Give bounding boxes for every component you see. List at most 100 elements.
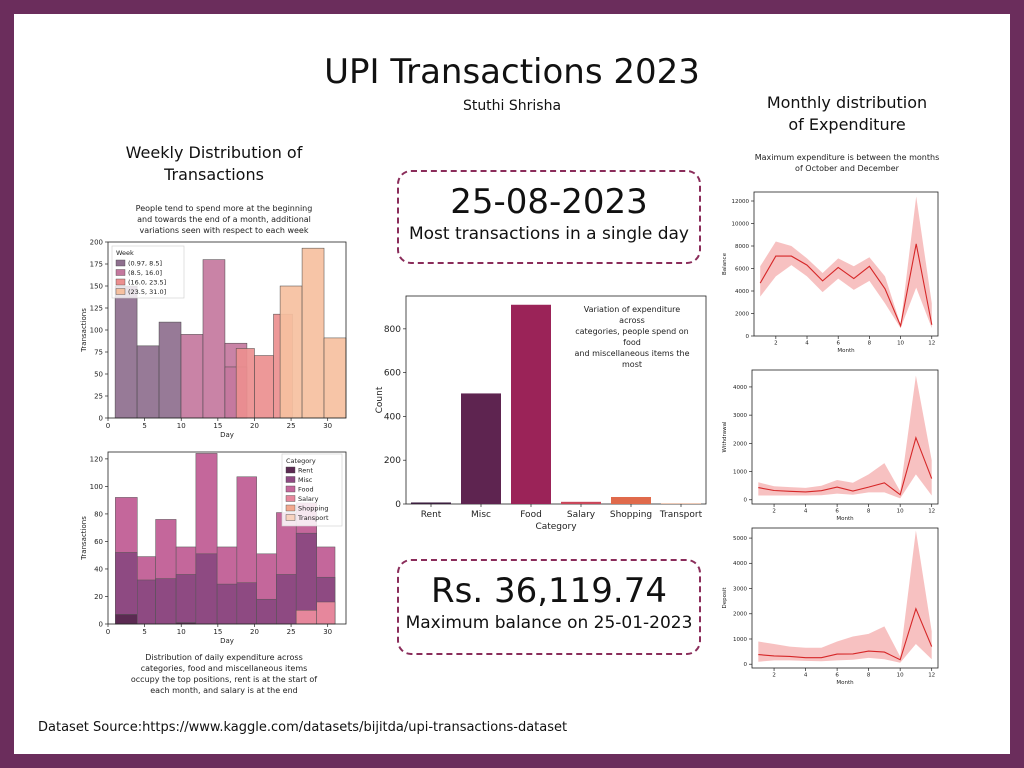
x-tick-label: 30 xyxy=(323,422,332,430)
histogram-bar xyxy=(158,321,182,419)
histogram-bar xyxy=(137,579,156,625)
balance-line-chart: 2 4 6 8 10 12 0 2000 4000 6000 8000 10000 12000 Month… xyxy=(722,191,939,354)
y-axis-label: Deposit xyxy=(722,587,728,609)
weekly-note-line: People tend to spend more at the beginni… xyxy=(135,204,313,213)
monthly-note: Maximum expenditure is between the month… xyxy=(727,152,967,174)
category-hist-note-line: Distribution of daily expenditure across xyxy=(145,653,303,662)
legend-label: Misc xyxy=(298,476,313,484)
plot-frame xyxy=(107,451,347,625)
y-tick-label: 150 xyxy=(90,282,103,290)
legend-swatch xyxy=(115,288,126,295)
legend-swatch xyxy=(285,466,296,474)
category-bar xyxy=(511,304,551,504)
x-tick-label: 10 xyxy=(897,673,904,679)
category-hist-note-line: each month, and salary is at the end xyxy=(150,686,298,695)
legend-swatch xyxy=(285,476,296,483)
legend-label: (16.0, 23.5] xyxy=(128,279,166,287)
legend-label: Food xyxy=(298,486,314,494)
x-tick-label: 0 xyxy=(106,628,110,636)
histogram-bar xyxy=(115,614,138,625)
legend-label: (0.97, 8.5] xyxy=(128,260,162,268)
category-note-line: categories, people spend on food xyxy=(575,327,689,347)
monthly-heading-line1: Monthly distribution xyxy=(766,93,928,112)
legend-title: Category xyxy=(286,457,316,465)
confidence-band xyxy=(758,375,932,499)
y-tick-label: 60 xyxy=(94,538,103,546)
histogram-bar xyxy=(195,553,218,625)
histogram-bar xyxy=(155,578,177,625)
x-tick-label: 15 xyxy=(213,628,222,636)
histogram-bar xyxy=(256,598,277,625)
x-tick-label: 25 xyxy=(287,628,296,636)
histogram-bar xyxy=(323,337,347,419)
monthly-note-line: of October and December xyxy=(795,164,899,173)
y-tick-label: 75 xyxy=(94,348,103,356)
histogram-bar xyxy=(175,574,197,625)
x-axis-label: Month xyxy=(836,516,854,522)
y-tick-label: 80 xyxy=(94,510,103,518)
legend-swatch xyxy=(115,259,126,267)
histogram-bar xyxy=(115,552,138,625)
histogram-bar xyxy=(236,582,257,625)
legend-swatch xyxy=(285,514,296,521)
x-tick-label: 8 xyxy=(868,341,872,347)
x-tick-label: 2 xyxy=(772,509,776,515)
category-hist-note-line: categories, food and miscellaneous items xyxy=(140,664,308,673)
y-tick-label: 4000 xyxy=(733,385,747,391)
category-note-line: Variation of expenditure across xyxy=(583,305,681,325)
x-tick-label: 8 xyxy=(867,673,871,679)
x-tick-label: 4 xyxy=(805,341,809,347)
y-tick-label: 0 xyxy=(744,498,748,504)
y-tick-label: 120 xyxy=(90,455,103,463)
x-tick-label: Food xyxy=(520,510,542,520)
x-tick-label: 6 xyxy=(836,341,840,347)
legend-swatch xyxy=(285,495,296,502)
histogram-bar xyxy=(202,259,226,419)
kpi-most-transactions-value: 25-08-2023 xyxy=(450,182,648,222)
histogram-bar xyxy=(295,609,317,625)
weekly-heading-line1: Weekly Distribution of xyxy=(125,143,303,162)
y-tick-label: 0 xyxy=(395,500,401,510)
x-tick-label: Transport xyxy=(659,510,703,520)
kpi-most-transactions-label: Most transactions in a single day xyxy=(408,224,689,244)
x-tick-label: 8 xyxy=(867,509,871,515)
y-tick-label: 400 xyxy=(384,412,401,422)
y-axis-label: Transactions xyxy=(80,308,88,353)
y-axis-label: Withdrawal xyxy=(722,421,728,452)
y-tick-label: 0 xyxy=(99,414,103,422)
x-tick-label: Salary xyxy=(567,510,596,520)
y-tick-label: 3000 xyxy=(733,413,747,419)
confidence-band xyxy=(758,530,932,663)
histogram-bar xyxy=(216,583,238,625)
category-bar xyxy=(411,502,451,504)
kpi-max-balance-value: Rs. 36,119.74 xyxy=(431,571,667,611)
legend-swatch xyxy=(115,278,126,286)
x-axis-label: Day xyxy=(220,637,234,645)
legend-swatch xyxy=(285,485,296,493)
x-axis-label: Category xyxy=(535,522,577,532)
x-tick-label: 30 xyxy=(323,628,332,636)
legend-label: Rent xyxy=(298,467,313,475)
weekly-note-line: variations seen with respect to each wee… xyxy=(139,226,309,235)
histogram-bar xyxy=(301,247,325,419)
x-tick-label: 2 xyxy=(774,341,778,347)
x-tick-label: Rent xyxy=(421,510,442,520)
author-name: Stuthi Shrisha xyxy=(462,98,562,114)
plot-frame xyxy=(405,295,707,505)
histogram-bar xyxy=(316,601,336,625)
category-bar xyxy=(561,501,601,504)
legend-label: Transport xyxy=(297,514,329,522)
kpi-most-transactions: 25-08-2023 Most transactions in a single… xyxy=(397,170,701,264)
kpi-max-balance-label: Maximum balance on 25-01-2023 xyxy=(405,613,693,633)
category-note: Variation of expenditure across categori… xyxy=(570,304,694,370)
y-tick-label: 40 xyxy=(94,565,103,573)
legend-label: Salary xyxy=(298,495,319,503)
y-tick-label: 1000 xyxy=(733,637,747,643)
y-tick-label: 200 xyxy=(384,456,401,466)
histogram-bar xyxy=(235,348,255,419)
x-tick-label: 25 xyxy=(287,422,296,430)
y-tick-label: 1000 xyxy=(733,469,747,475)
x-tick-label: 2 xyxy=(772,673,776,679)
dataset-source: Dataset Source:https://www.kaggle.com/da… xyxy=(38,720,568,735)
histogram-bar xyxy=(276,574,297,625)
